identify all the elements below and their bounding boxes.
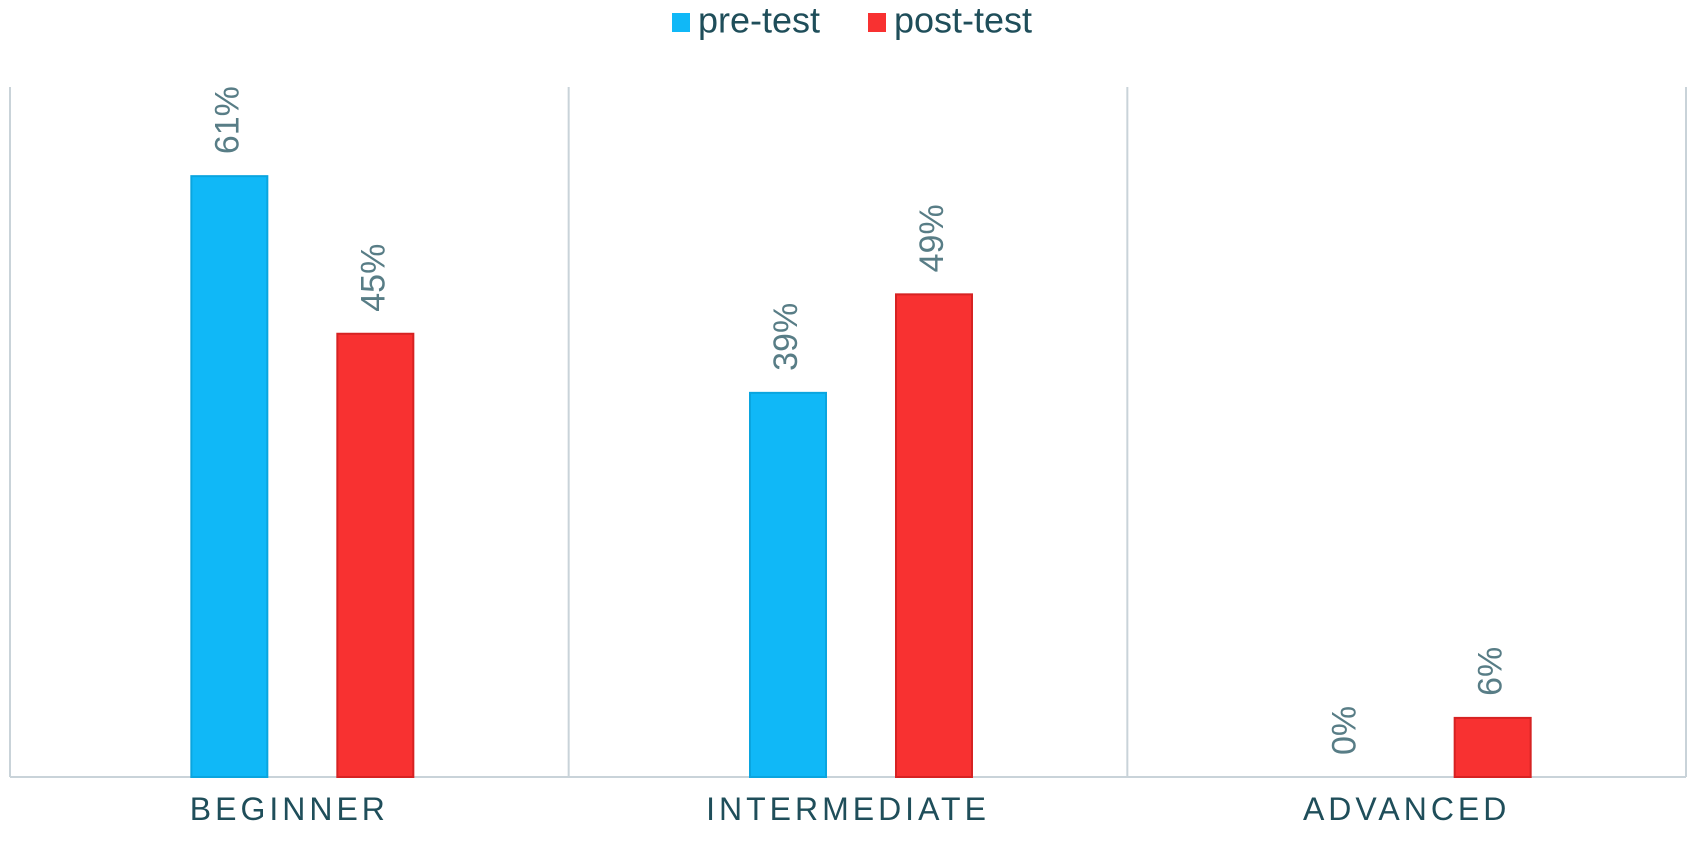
- value-labels: 61% 45% 39% 49% 0% 6%: [208, 86, 1509, 755]
- value-label-post-test-beginner: 45%: [354, 244, 392, 312]
- category-label-intermediate: INTERMEDIATE: [706, 791, 990, 827]
- legend-label-pre-test: pre-test: [698, 0, 820, 41]
- bar-post-test-beginner: [336, 332, 415, 778]
- value-label-pre-test-intermediate: 39%: [767, 303, 805, 371]
- bar-pre-test-intermediate: [749, 391, 827, 778]
- bar-post-test-advanced: [1453, 716, 1532, 779]
- value-label-pre-test-beginner: 61%: [208, 86, 246, 154]
- category-labels: BEGINNER INTERMEDIATE ADVANCED: [190, 791, 1510, 827]
- legend-label-post-test: post-test: [894, 0, 1032, 41]
- bars: [190, 175, 1532, 779]
- value-label-post-test-intermediate: 49%: [913, 204, 951, 272]
- legend-swatch-pre-test: [672, 13, 690, 32]
- category-label-beginner: BEGINNER: [190, 791, 389, 827]
- category-dividers: [9, 87, 1687, 778]
- legend: pre-test post-test: [672, 0, 1032, 41]
- value-label-post-test-advanced: 6%: [1472, 647, 1510, 696]
- value-label-pre-test-advanced: 0%: [1326, 706, 1364, 755]
- legend-swatch-post-test: [868, 13, 886, 32]
- category-label-advanced: ADVANCED: [1303, 791, 1510, 827]
- bar-post-test-intermediate: [895, 293, 973, 778]
- bar-pre-test-beginner: [190, 175, 269, 778]
